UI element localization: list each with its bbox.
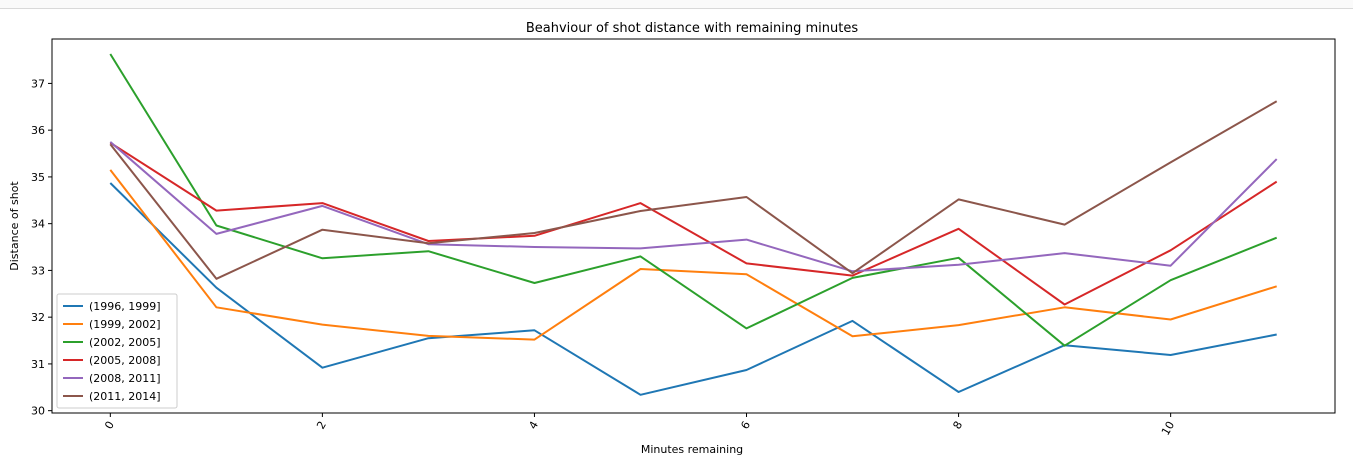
chart-title: Beahviour of shot distance with remainin… bbox=[526, 21, 859, 36]
legend: (1996, 1999] (1999, 2002] (2002, 2005] (200… bbox=[56, 293, 178, 409]
legend-box bbox=[56, 293, 178, 409]
x-tick-label: 2 bbox=[314, 419, 329, 432]
notebook-top-border bbox=[0, 0, 1353, 9]
x-tick-label: 8 bbox=[950, 419, 965, 432]
legend-label: (2011, 2014] bbox=[89, 390, 161, 403]
y-axis: 30 31 32 33 34 35 36 37 bbox=[31, 77, 52, 418]
y-tick-label: 37 bbox=[31, 77, 45, 90]
y-axis-label: Distance of shot bbox=[8, 181, 21, 271]
y-tick-label: 33 bbox=[31, 264, 45, 277]
x-tick-label: 10 bbox=[1159, 419, 1177, 438]
legend-label: (1996, 1999] bbox=[89, 300, 161, 313]
series-line bbox=[109, 141, 1278, 306]
series-line bbox=[109, 53, 1278, 347]
y-tick-label: 34 bbox=[31, 218, 45, 231]
series-line bbox=[109, 141, 1278, 273]
plot-frame bbox=[51, 38, 1336, 414]
legend-label: (2005, 2008] bbox=[89, 354, 161, 367]
x-axis-label: Minutes remaining bbox=[641, 443, 743, 456]
series-line bbox=[109, 182, 1277, 396]
y-tick-label: 30 bbox=[31, 405, 45, 418]
x-tick-label: 4 bbox=[526, 419, 541, 432]
y-tick-label: 32 bbox=[31, 311, 45, 324]
x-tick-label: 0 bbox=[102, 419, 117, 432]
legend-label: (2002, 2005] bbox=[89, 336, 161, 349]
series-line bbox=[109, 169, 1277, 341]
legend-label: (2008, 2011] bbox=[89, 372, 161, 385]
x-tick-label: 6 bbox=[738, 419, 753, 432]
y-tick-label: 31 bbox=[31, 358, 45, 371]
series-line bbox=[109, 100, 1278, 280]
series-lines bbox=[109, 53, 1278, 396]
legend-label: (1999, 2002] bbox=[89, 318, 161, 331]
y-tick-label: 36 bbox=[31, 124, 45, 137]
x-axis: 0 2 4 6 8 10 bbox=[102, 413, 1177, 438]
y-tick-label: 35 bbox=[31, 171, 45, 184]
